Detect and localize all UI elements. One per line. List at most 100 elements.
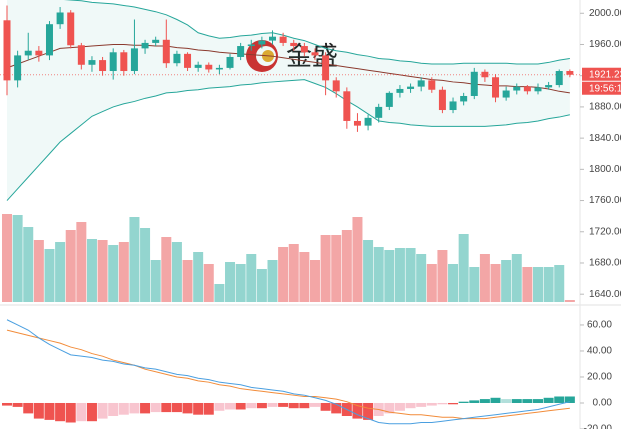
macd-histogram-bar	[256, 402, 267, 409]
macd-histogram-bar	[235, 402, 246, 410]
y-tick-label: 0.00	[593, 398, 613, 409]
candle-body	[269, 36, 276, 41]
macd-histogram-bar	[352, 402, 363, 419]
volume-bar	[320, 235, 331, 302]
candle-body	[534, 87, 542, 92]
candle-body	[35, 50, 43, 56]
candle-body	[353, 120, 361, 126]
candle-body	[396, 88, 404, 93]
y-tick-label: 20.00	[587, 372, 612, 383]
volume-bar	[299, 252, 310, 302]
macd-histogram-bar	[543, 397, 554, 403]
volume-bar	[44, 249, 55, 302]
candle-body	[215, 67, 223, 70]
volume-bar	[97, 240, 108, 302]
candle-body	[88, 60, 96, 65]
volume-bar	[331, 235, 342, 302]
candle-body	[130, 48, 138, 72]
volume-bar	[405, 248, 416, 302]
candle-body	[173, 53, 181, 64]
candle-body	[438, 89, 446, 111]
candle-body	[460, 95, 468, 102]
candle-body	[226, 56, 234, 68]
candle-body	[300, 46, 308, 53]
candle-body	[77, 45, 85, 65]
macd-histogram-bar	[288, 402, 299, 409]
macd-histogram-bar	[320, 402, 331, 411]
volume-bar	[203, 264, 214, 302]
volume-bar	[118, 242, 129, 302]
candle-body	[56, 12, 64, 25]
volume-bar	[511, 254, 522, 302]
candle-body	[45, 24, 53, 56]
macd-histogram-bar	[225, 402, 236, 410]
macd-histogram-bar	[416, 402, 427, 407]
macd-histogram-bar	[511, 399, 522, 403]
volume-bar	[363, 240, 374, 302]
volume-bar	[501, 260, 512, 302]
macd-histogram-bar	[161, 402, 172, 413]
volume-bar	[12, 215, 23, 302]
volume-bar	[23, 227, 34, 302]
macd-histogram-bar	[363, 402, 374, 420]
y-tick-label: 1960.00	[589, 39, 621, 50]
candle-body	[237, 46, 245, 57]
candle-body	[99, 60, 107, 72]
macd-histogram-bar	[12, 402, 23, 407]
volume-bar	[267, 260, 278, 302]
volume-bar	[394, 248, 405, 302]
candle-body	[428, 80, 436, 90]
band-upper	[63, 0, 570, 65]
candle-body	[332, 80, 340, 92]
macd-histogram-bar	[44, 402, 55, 420]
volume-bar	[448, 264, 459, 302]
volume-bar	[426, 264, 437, 302]
macd-histogram-bar	[479, 399, 490, 403]
macd-histogram-bar	[394, 402, 405, 411]
macd-histogram-bar	[490, 397, 501, 403]
macd-histogram-bar	[405, 402, 416, 409]
macd-histogram-bar	[437, 402, 448, 405]
candle-body	[502, 90, 510, 98]
y-tick-label: 2000.00	[589, 8, 621, 19]
candle-body	[152, 39, 160, 43]
candle-body	[449, 101, 457, 111]
volume-bar	[554, 265, 565, 302]
volume-bar	[129, 217, 140, 302]
volume-bar	[469, 267, 480, 302]
volume-bar	[256, 269, 267, 302]
candle-body	[545, 85, 553, 88]
candle-body	[481, 71, 489, 78]
macd-histogram-bar	[384, 402, 395, 414]
candle-body	[3, 20, 11, 81]
candle-body	[566, 71, 574, 75]
candle-body	[14, 55, 22, 81]
y-tick-label: 1720.00	[589, 226, 621, 237]
macd-histogram-bar	[65, 402, 76, 423]
volume-bar	[65, 230, 76, 302]
band-lower	[6, 79, 570, 201]
volume-bar	[108, 245, 119, 302]
volume-bar	[225, 262, 236, 302]
candle-body	[258, 40, 266, 45]
volume-bar	[479, 254, 490, 302]
macd-histogram-bar	[533, 399, 543, 403]
macd-dif-line	[6, 319, 570, 425]
candle-body	[162, 39, 170, 64]
candle-body	[470, 71, 478, 96]
macd-histogram-bar	[501, 399, 512, 403]
macd-histogram-bar	[458, 401, 469, 403]
volume-bar	[533, 267, 543, 302]
y-tick-label: 1840.00	[589, 133, 621, 144]
y-tick-label: 60.00	[587, 320, 612, 331]
price-pane	[0, 0, 580, 302]
candle-body	[67, 12, 75, 46]
volume-bar	[543, 267, 554, 302]
volume-bar	[490, 264, 501, 302]
volume-bar	[235, 264, 246, 302]
candle-body	[407, 86, 415, 89]
candle-body	[24, 50, 32, 56]
macd-histogram-bar	[309, 402, 320, 407]
macd-histogram-bar	[246, 402, 257, 409]
y-tick-label: 40.00	[587, 346, 612, 357]
